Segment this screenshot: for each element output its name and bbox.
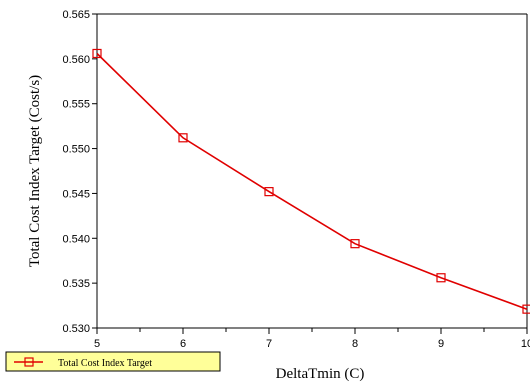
y-tick-label: 0.535 (62, 278, 90, 290)
x-axis-ticks: 5 6 7 8 9 10 (94, 328, 530, 350)
x-tick-label: 9 (438, 338, 444, 350)
y-axis-title: Total Cost Index Target (Cost/s) (27, 75, 43, 267)
y-tick-label: 0.560 (62, 54, 90, 66)
plot-area (96, 13, 528, 329)
data-point-marker (436, 273, 446, 283)
x-tick-label: 8 (352, 338, 358, 350)
x-tick-label: 7 (266, 338, 272, 350)
x-tick-label: 6 (180, 338, 186, 350)
y-tick-label: 0.550 (62, 144, 90, 156)
legend-label: Total Cost Index Target (58, 358, 152, 369)
y-tick-label: 0.545 (62, 188, 90, 200)
legend: Total Cost Index Target (5, 351, 221, 372)
data-point-marker (178, 133, 188, 143)
legend-marker-square (24, 357, 34, 367)
x-tick-label: 10 (521, 338, 530, 350)
data-point-marker (264, 187, 274, 197)
series-layer (92, 48, 530, 314)
x-tick-label: 5 (94, 338, 100, 350)
y-axis-ticks: 0.530 0.535 0.540 0.545 0.550 0.555 0.560 0.565 (62, 9, 97, 335)
y-tick-label: 0.565 (62, 9, 90, 21)
data-point-marker (350, 239, 360, 249)
x-axis-title: DeltaTmin (C) (276, 366, 365, 382)
y-tick-label: 0.530 (62, 323, 90, 335)
legend-box (5, 351, 221, 372)
series-line (96, 52, 528, 310)
data-point-marker (522, 304, 530, 314)
y-tick-label: 0.540 (62, 233, 90, 245)
data-point-marker (92, 48, 102, 59)
y-tick-label: 0.555 (62, 99, 90, 111)
